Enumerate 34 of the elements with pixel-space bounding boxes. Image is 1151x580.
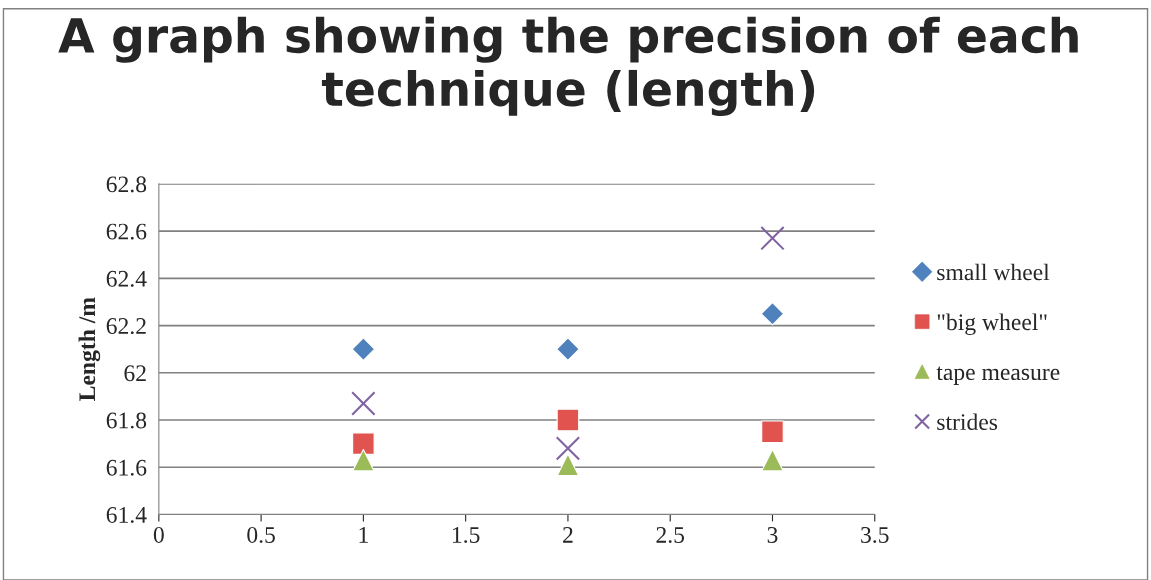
point [556,453,580,477]
legend-label: "big wheel" [937,313,1047,336]
y-tick-label: 62.6 [106,223,147,240]
point [761,448,784,472]
point [761,420,784,444]
y-tick-label: 61.6 [106,459,147,476]
x-tick-label: 3.5 [861,527,889,543]
y-axis-title: Length /m [78,297,101,401]
y-tick-label: 61.8 [106,412,147,429]
point [556,408,580,432]
y-tick-label: 62.4 [106,270,147,287]
x-tick-label: 1.5 [452,527,480,543]
x-tick-label: 0 [153,526,164,543]
point [555,436,581,461]
x-tick-label: 1 [359,527,368,543]
x-tick-label: 2.5 [656,527,685,543]
y-tick-label: 62 [124,365,146,382]
point [556,337,580,361]
point [351,337,376,361]
chart-title: A graph showing the precision of each technique (length) [58,16,1078,116]
legend-label: small wheel [937,263,1050,281]
point [760,225,785,251]
legend-label: tape measure [936,366,1060,385]
point [760,301,785,326]
x-tick-label: 3 [767,527,778,543]
y-tick-label: 61.4 [106,507,147,523]
y-tick-label: 62.2 [106,318,146,335]
point [352,432,375,455]
y-tick-label: 62.8 [106,176,147,193]
x-tick-label: 0.5 [247,526,275,543]
point [351,391,376,416]
legend-label: strides [937,413,998,431]
point [352,448,375,472]
x-tick-label: 2 [563,527,573,543]
